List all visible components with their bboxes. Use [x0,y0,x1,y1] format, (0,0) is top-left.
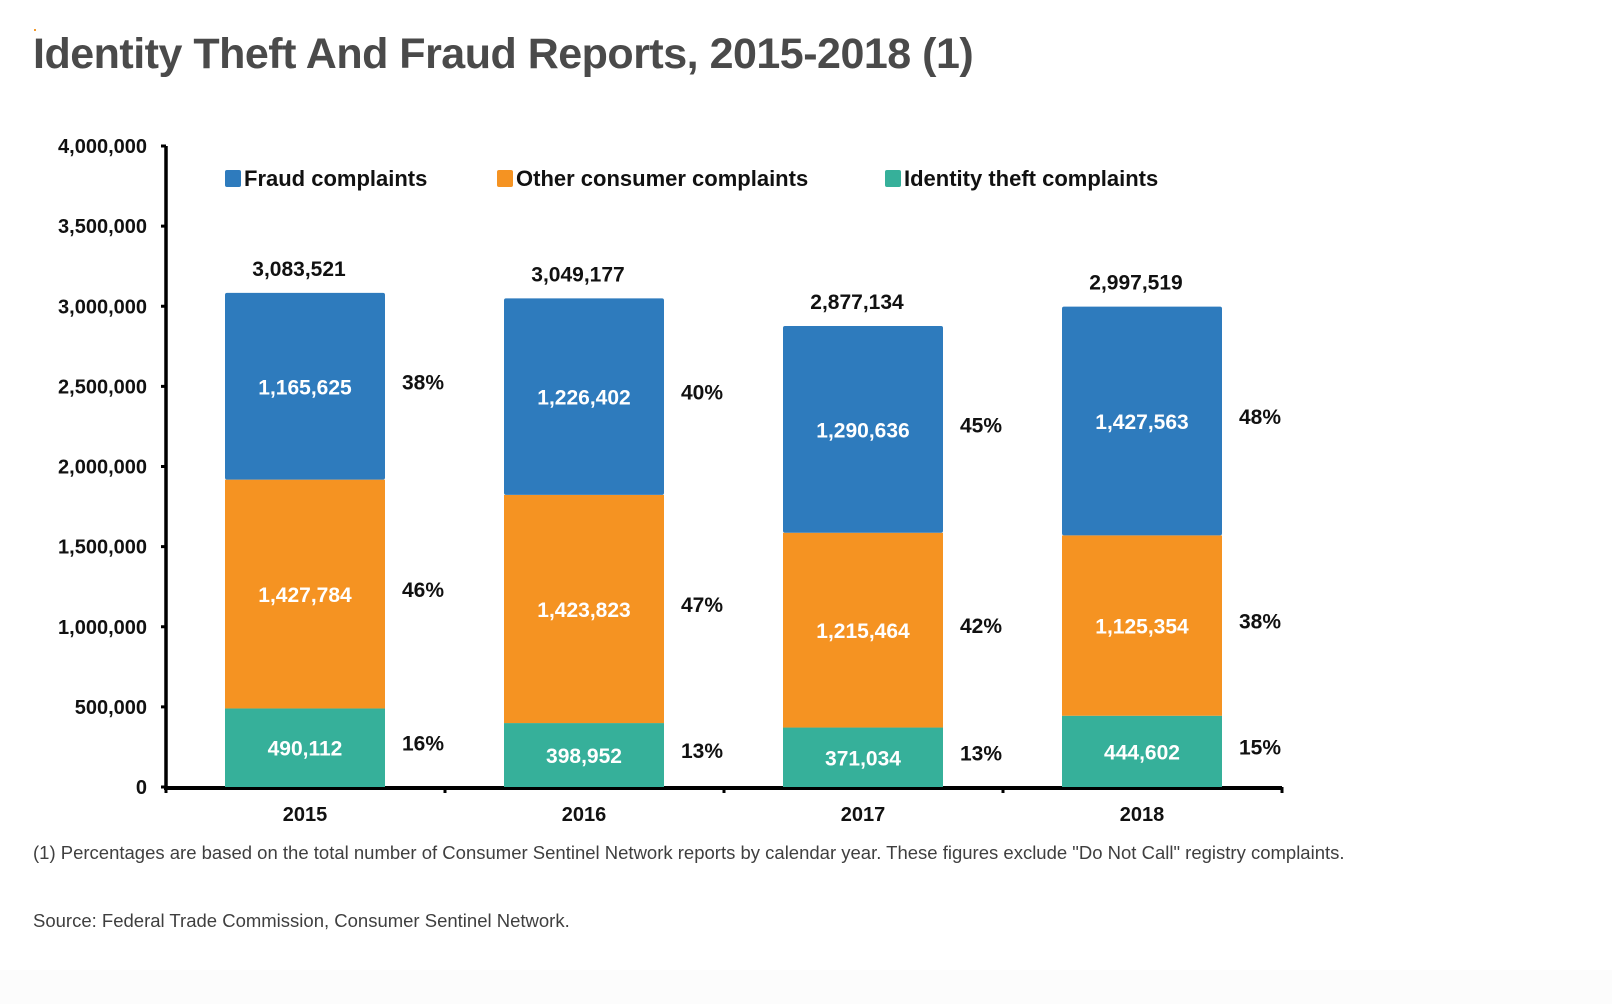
bar-segment-identity-theft-complaints [225,708,385,787]
source-note: Source: Federal Trade Commission, Consum… [33,910,570,931]
bar-segment-identity-theft-complaints [504,723,664,787]
stacked-bar-chart: 0 500,000 1,000,000 1,500,000 2,000,000 2,500… [58,136,1284,826]
bar-segment-fraud-complaints [1062,306,1222,536]
segment-value-label: 1,215,464 [816,620,910,643]
x-tick-label: 2016 [562,804,607,826]
bar-total-label: 3,049,177 [531,263,624,286]
legend-item: Fraud complaints [225,166,427,191]
decorative-dot [34,29,36,31]
segment-percent-label: 38% [402,371,444,394]
bar-segment-identity-theft-complaints [1062,715,1222,787]
y-tick-label: 0 [136,777,147,799]
bars: 490,112 16% 1,427,784 46% 1,165,625 38% 3,083,… [225,258,1281,787]
segment-percent-label: 13% [960,742,1002,765]
segment-percent-label: 48% [1239,406,1281,429]
bar-segment-other-consumer-complaints [783,532,943,728]
bar-group-2015: 490,112 16% 1,427,784 46% 1,165,625 38% 3,083,… [225,258,444,787]
x-tick-label: 2015 [283,804,328,826]
bar-group-2017: 371,034 13% 1,215,464 42% 1,290,636 45% 2,877,… [783,291,1002,787]
bar-total-label: 3,083,521 [252,258,346,281]
segment-percent-label: 42% [960,615,1002,638]
legend-label: Other consumer complaints [516,166,808,191]
segment-percent-label: 15% [1239,736,1281,759]
bar-segment-fraud-complaints [783,325,943,533]
segment-percent-label: 16% [402,733,444,756]
y-axis: 0 500,000 1,000,000 1,500,000 2,000,000 2,500… [58,136,168,799]
legend-item: Identity theft complaints [885,166,1158,191]
bar-segment-fraud-complaints [225,292,385,480]
bar-group-2018: 444,602 15% 1,125,354 38% 1,427,563 48% 2,997,… [1062,272,1281,787]
segment-value-label: 1,290,636 [816,419,909,442]
bar-segment-identity-theft-complaints [783,727,943,787]
y-tick-label: 3,500,000 [58,216,147,238]
legend: Fraud complaints Other consumer complaint… [225,166,1158,191]
segment-value-label: 1,165,625 [258,376,352,399]
bar-total-label: 2,877,134 [810,291,904,314]
y-tick-label: 1,000,000 [58,617,147,639]
y-tick-label: 2,500,000 [58,376,147,398]
segment-value-label: 1,427,563 [1095,411,1188,434]
x-axis: 2015 2016 2017 2018 [164,786,1284,826]
page-bottom-strip [0,970,1612,1004]
bar-total-label: 2,997,519 [1089,272,1182,295]
segment-percent-label: 13% [681,740,723,763]
segment-percent-label: 45% [960,414,1002,437]
legend-swatch [225,170,241,187]
bar-segment-other-consumer-complaints [504,494,664,724]
legend-label: Fraud complaints [244,166,427,191]
segment-value-label: 1,226,402 [537,387,630,410]
y-tick-label: 1,500,000 [58,537,147,559]
legend-swatch [497,170,513,187]
segment-value-label: 1,423,823 [537,599,630,622]
x-tick-label: 2017 [841,804,886,826]
footnote: (1) Percentages are based on the total n… [33,842,1345,863]
bar-segment-other-consumer-complaints [225,479,385,709]
bar-group-2016: 398,952 13% 1,423,823 47% 1,226,402 40% 3,049,… [504,263,723,787]
segment-percent-label: 46% [402,579,444,602]
segment-percent-label: 40% [681,382,723,405]
y-tick-label: 3,000,000 [58,296,147,318]
segment-value-label: 490,112 [268,738,343,761]
legend-label: Identity theft complaints [904,166,1158,191]
legend-swatch [885,170,901,187]
segment-value-label: 1,125,354 [1095,616,1189,639]
segment-percent-label: 38% [1239,611,1281,634]
segment-value-label: 371,034 [825,747,901,770]
legend-item: Other consumer complaints [497,166,808,191]
y-tick-label: 4,000,000 [58,136,147,158]
segment-value-label: 444,602 [1104,741,1180,764]
segment-value-label: 1,427,784 [258,584,352,607]
segment-value-label: 398,952 [546,745,622,768]
page-title: Identity Theft And Fraud Reports, 2015-2… [33,30,974,78]
segment-percent-label: 47% [681,594,723,617]
y-tick-label: 2,000,000 [58,457,147,479]
bar-segment-fraud-complaints [504,298,664,495]
y-tick-label: 500,000 [75,697,147,719]
x-tick-label: 2018 [1120,804,1165,826]
bar-segment-other-consumer-complaints [1062,535,1222,716]
